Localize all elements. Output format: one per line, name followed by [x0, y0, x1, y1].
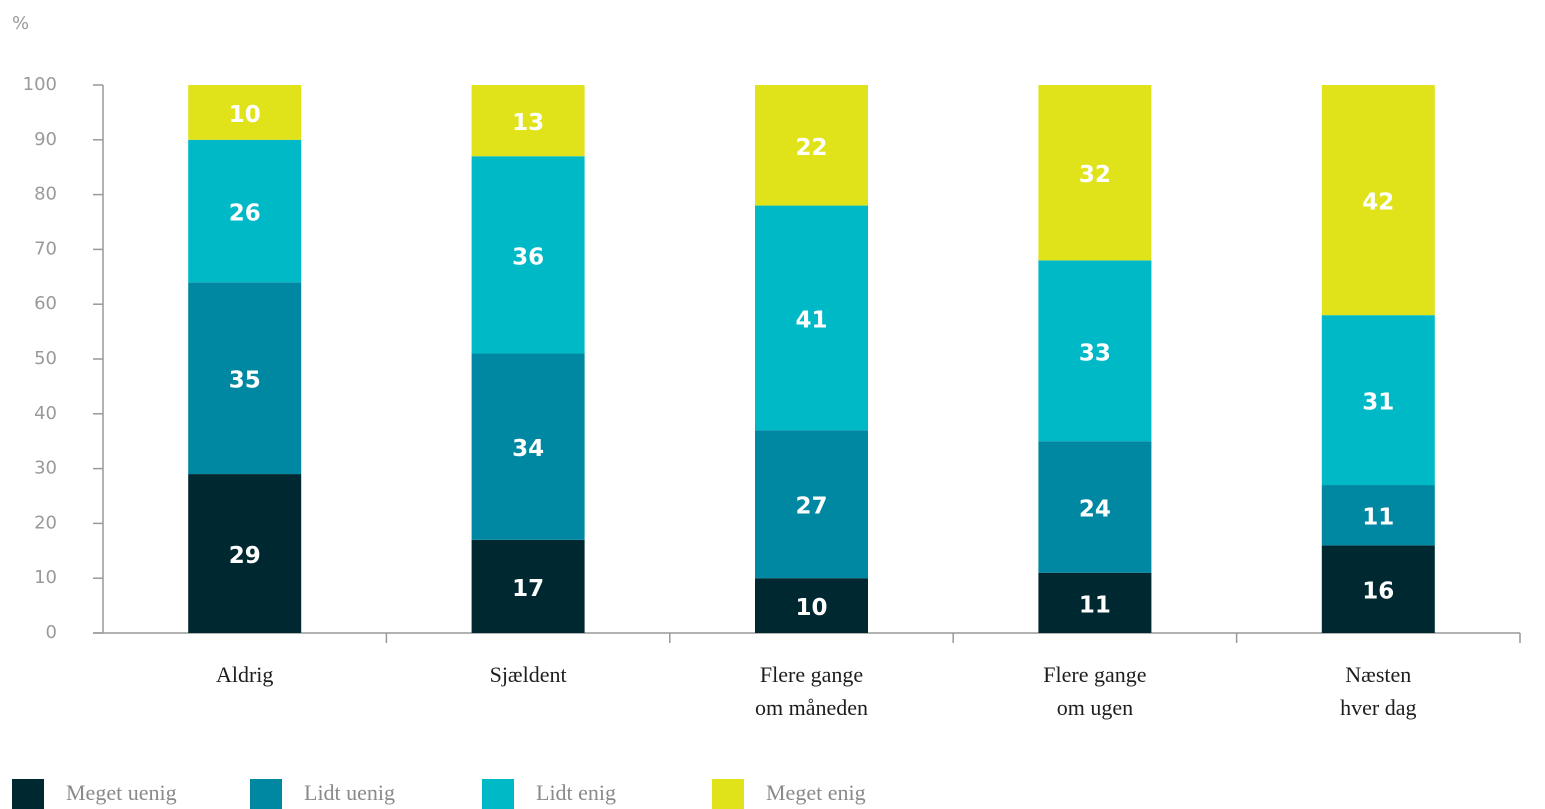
value-label: 27	[795, 494, 827, 520]
bar-segment	[188, 474, 302, 633]
value-label: 16	[1362, 579, 1394, 605]
bar-segment	[1038, 260, 1152, 442]
bar-segment	[755, 578, 868, 633]
y-tick-label: 40	[34, 403, 57, 424]
y-tick-label: 0	[46, 622, 57, 643]
y-tick-label: 20	[34, 512, 57, 533]
bar-segment	[1038, 441, 1152, 573]
bar-segment	[755, 430, 868, 579]
y-tick-label: 60	[34, 293, 57, 314]
bar-segment	[1038, 572, 1152, 633]
value-label: 34	[512, 436, 544, 462]
value-label: 13	[512, 110, 544, 136]
bar-segment	[1038, 85, 1152, 261]
value-label: 32	[1079, 162, 1111, 188]
legend-label: Lidt enig	[536, 780, 616, 805]
bar-segment	[1321, 315, 1435, 486]
x-tick-label: Aldrig	[216, 662, 273, 687]
bar-segment	[471, 156, 585, 354]
bar-segment	[1321, 545, 1435, 633]
bar-segment	[1321, 485, 1435, 546]
value-label: 41	[795, 307, 827, 333]
value-label: 11	[1079, 592, 1111, 618]
value-label: 10	[795, 595, 827, 621]
legend-swatch	[250, 779, 282, 809]
bar-segment	[188, 282, 302, 475]
value-label: 31	[1362, 390, 1394, 416]
bar-segment	[188, 139, 302, 283]
legend-swatch	[482, 779, 514, 809]
x-tick-label: Flere gange om måneden	[755, 662, 868, 720]
x-tick-label: Næsten hver dag	[1340, 662, 1416, 720]
value-label: 35	[229, 368, 261, 394]
value-label: 26	[229, 201, 261, 227]
bar-segment	[471, 539, 585, 633]
y-tick-label: 90	[34, 129, 57, 150]
bar-segment	[1321, 85, 1435, 316]
value-label: 36	[512, 244, 544, 270]
value-label: 24	[1079, 496, 1111, 522]
y-tick-label: 80	[34, 184, 57, 205]
value-label: 22	[795, 135, 827, 161]
value-label: 10	[229, 102, 261, 128]
bar-segment	[188, 85, 302, 140]
value-label: 42	[1362, 190, 1394, 216]
y-tick-label: 30	[34, 458, 57, 479]
y-tick-label: 70	[34, 238, 57, 259]
bar-segment	[755, 85, 868, 206]
y-tick-label: 10	[34, 567, 57, 588]
value-label: 17	[512, 576, 544, 602]
legend-label: Lidt uenig	[304, 780, 395, 805]
value-label: 29	[229, 543, 261, 569]
legend-label: Meget uenig	[66, 780, 177, 805]
x-tick-label: Sjældent	[490, 662, 567, 687]
y-axis-label: %	[12, 13, 29, 34]
value-label: 33	[1079, 340, 1111, 366]
y-tick-label: 100	[23, 74, 57, 95]
value-label: 11	[1362, 505, 1394, 531]
y-tick-label: 50	[34, 348, 57, 369]
bar-segment	[755, 205, 868, 431]
bar-segment	[471, 353, 585, 540]
legend-swatch	[712, 779, 744, 809]
legend-swatch	[12, 779, 44, 809]
bar-segment	[471, 85, 585, 157]
x-tick-label: Flere gange om ugen	[1043, 662, 1146, 720]
legend-label: Meget enig	[766, 780, 866, 805]
